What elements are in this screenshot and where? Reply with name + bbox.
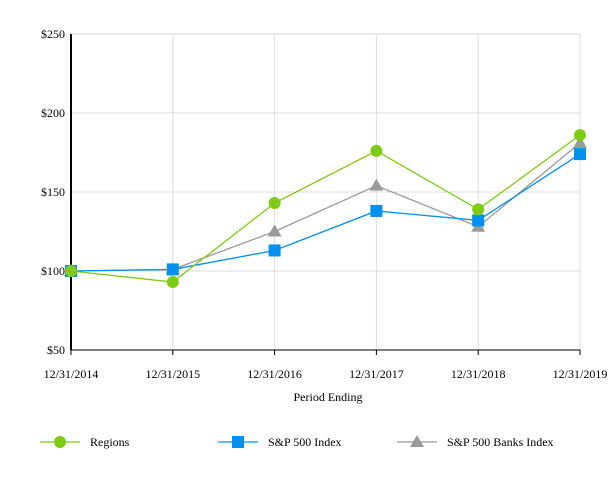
x-tick-label: 12/31/2019: [553, 367, 608, 381]
data-point: [574, 148, 586, 161]
x-tick-label: 12/31/2015: [145, 367, 200, 381]
legend-item: S&P 500 Index: [218, 435, 342, 449]
legend-label: Regions: [90, 435, 130, 449]
data-point: [574, 129, 586, 142]
x-tick-label: 12/31/2018: [451, 367, 506, 381]
series-square: [65, 148, 586, 277]
x-axis-label: Period Ending: [294, 390, 363, 404]
data-point: [267, 224, 282, 237]
y-tick-label: $100: [41, 264, 65, 278]
legend-label: S&P 500 Banks Index: [447, 435, 554, 449]
data-point: [370, 204, 383, 217]
legend-item: Regions: [40, 435, 130, 449]
grid: [71, 33, 581, 351]
series-line: [70, 134, 581, 283]
y-tick-label: $50: [47, 343, 65, 357]
series-line: [70, 142, 581, 272]
legend-marker: [54, 436, 66, 448]
legend-marker: [232, 436, 244, 448]
axes: [70, 34, 581, 355]
y-tick-label: $150: [41, 185, 65, 199]
legend: Regions S&P 500 Index S&P 500 Banks Index: [40, 435, 554, 449]
x-tick-label: 12/31/2014: [44, 367, 99, 381]
series-circle: [65, 129, 586, 289]
series: [64, 129, 587, 289]
data-point: [65, 265, 77, 277]
data-point: [472, 214, 485, 227]
data-point: [268, 244, 281, 257]
y-tick-label: $200: [41, 106, 65, 120]
data-point: [370, 144, 383, 157]
data-point: [166, 276, 179, 289]
legend-label: S&P 500 Index: [268, 435, 342, 449]
data-point: [268, 197, 281, 210]
data-point: [166, 263, 179, 276]
data-point: [369, 178, 384, 191]
series-triangle: [64, 136, 587, 276]
data-point: [573, 136, 587, 149]
y-tick-label: $250: [41, 27, 65, 41]
x-tick-label: 12/31/2017: [349, 367, 404, 381]
y-tick-labels: $50 $100 $150 $200 $250: [41, 27, 65, 357]
legend-item: S&P 500 Banks Index: [397, 435, 554, 449]
x-tick-labels: 12/31/2014 12/31/2015 12/31/2016 12/31/2017…: [44, 367, 608, 381]
x-tick-label: 12/31/2016: [247, 367, 302, 381]
legend-marker: [410, 435, 424, 447]
data-point: [472, 203, 485, 216]
series-line: [70, 153, 581, 272]
